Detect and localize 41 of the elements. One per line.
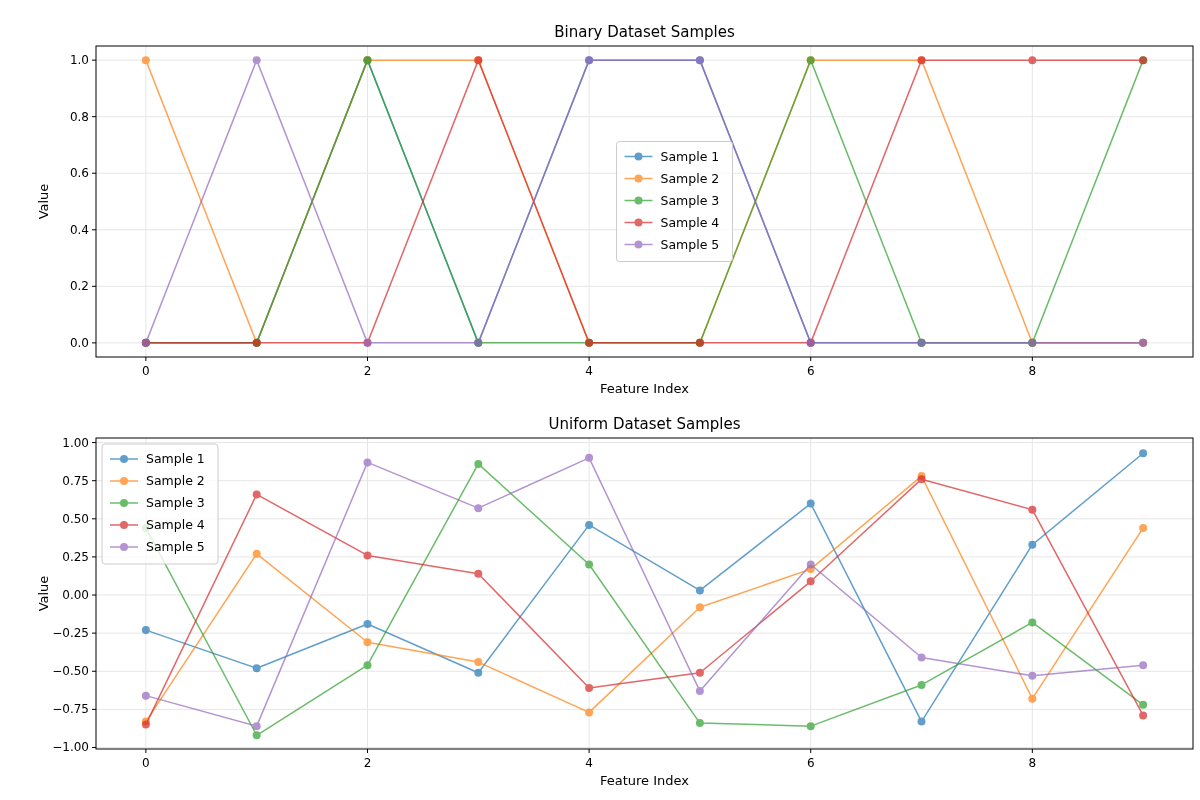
legend-label: Sample 3 — [660, 192, 720, 208]
y-tick-label: 0.75 — [62, 473, 89, 488]
y-tick-label: −1.00 — [52, 740, 89, 755]
y-tick-label: 0.8 — [69, 109, 89, 124]
y-tick-label: 0.50 — [62, 511, 89, 526]
y-tick-label: 0.2 — [69, 279, 89, 294]
x-axis-title: Feature Index — [599, 381, 690, 396]
y-tick-label: 0.25 — [62, 549, 89, 564]
y-tick-label: 1.0 — [69, 53, 89, 68]
y-tick-label: 0.0 — [69, 335, 89, 350]
legend-label: Sample 4 — [146, 517, 205, 532]
y-axis-title: Value — [36, 575, 51, 612]
x-tick-label: 8 — [1028, 364, 1037, 378]
y-tick-label: 1.00 — [62, 435, 89, 450]
x-tick-label: 8 — [1028, 756, 1037, 770]
y-tick-label: −0.25 — [52, 626, 89, 641]
y-tick-label: 0.6 — [69, 166, 89, 181]
legend-label: Sample 3 — [146, 495, 205, 510]
x-tick-label: 0 — [142, 756, 150, 770]
legend-label: Sample 1 — [146, 451, 205, 466]
y-tick-label: 0.00 — [62, 588, 89, 603]
x-tick-label: 0 — [142, 364, 150, 378]
legend-label: Sample 2 — [660, 170, 720, 186]
x-axis-title: Feature Index — [599, 773, 690, 788]
chart-title: Binary Dataset Samples — [554, 23, 735, 41]
legend-label: Sample 1 — [660, 148, 720, 164]
x-tick-label: 2 — [363, 364, 372, 378]
x-tick-label: 6 — [806, 364, 815, 378]
chart-title: Uniform Dataset Samples — [548, 415, 741, 433]
legend-label: Sample 5 — [660, 236, 720, 252]
legend-label: Sample 5 — [146, 539, 205, 554]
y-tick-label: 0.4 — [69, 222, 89, 237]
y-tick-label: −0.75 — [52, 702, 89, 717]
x-tick-label: 2 — [363, 756, 372, 770]
y-axis-title: Value — [36, 183, 51, 220]
x-tick-label: 4 — [585, 364, 593, 378]
legend-label: Sample 2 — [146, 473, 205, 488]
x-tick-label: 6 — [806, 756, 815, 770]
y-tick-label: −0.50 — [52, 664, 89, 679]
x-tick-label: 4 — [585, 756, 593, 770]
legend-label: Sample 4 — [660, 214, 720, 230]
